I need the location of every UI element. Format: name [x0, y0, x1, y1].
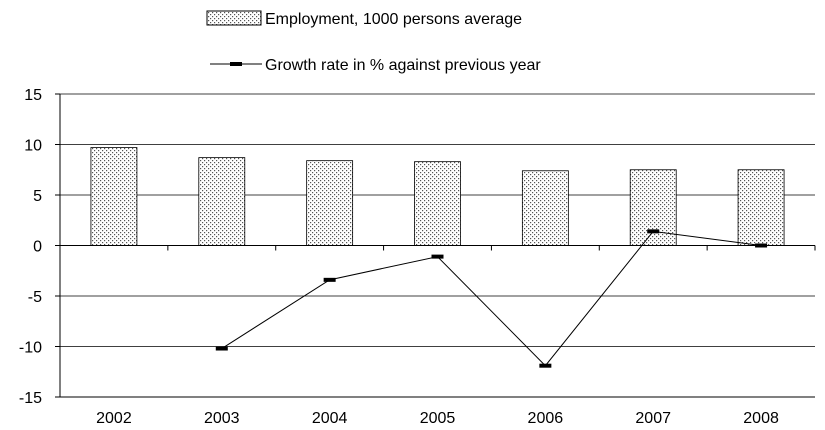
legend-bar-swatch — [206, 10, 262, 26]
y-tick-label: 5 — [33, 188, 42, 205]
bar-series — [90, 147, 785, 246]
line-point — [755, 243, 768, 248]
bar — [306, 160, 354, 246]
x-tick-label: 2003 — [204, 410, 240, 427]
legend-line-marker — [230, 62, 242, 66]
bar — [414, 161, 461, 246]
line-point — [431, 254, 444, 259]
y-axis-ticks: 15 10 5 0 -5 -10 -15 — [19, 87, 60, 407]
line-point — [215, 346, 228, 351]
x-tick-label: 2005 — [420, 410, 456, 427]
bar — [90, 147, 138, 246]
y-tick-label: 10 — [24, 138, 42, 155]
bar — [629, 169, 677, 246]
line-point — [323, 277, 336, 282]
growth-rate-line — [221, 230, 762, 367]
line-point — [539, 363, 552, 368]
x-tick-label: 2008 — [743, 410, 779, 427]
legend-item-bar: Employment, 1000 persons average — [206, 10, 522, 28]
x-axis-ticks: 2002 2003 2004 2005 2006 2007 2008 — [96, 410, 779, 427]
legend-item-line: Growth rate in % against previous year — [210, 57, 541, 74]
line-point — [647, 229, 660, 234]
x-tick-label: 2007 — [635, 410, 671, 427]
bar — [737, 169, 785, 246]
legend-bar-label: Employment, 1000 persons average — [265, 11, 522, 28]
x-tick-label: 2004 — [312, 410, 348, 427]
x-tick-label: 2006 — [528, 410, 564, 427]
y-tick-label: -10 — [19, 340, 42, 357]
y-tick-label: -15 — [19, 390, 42, 407]
bar — [521, 170, 569, 246]
bar — [198, 157, 246, 246]
y-tick-label: -5 — [28, 289, 42, 306]
legend-line-label: Growth rate in % against previous year — [265, 57, 541, 74]
legend: Employment, 1000 persons average Growth … — [206, 10, 541, 74]
y-tick-label: 0 — [33, 239, 42, 256]
line-series — [215, 229, 768, 368]
y-tick-label: 15 — [24, 87, 42, 104]
x-tick-label: 2002 — [96, 410, 132, 427]
axes — [59, 94, 816, 398]
